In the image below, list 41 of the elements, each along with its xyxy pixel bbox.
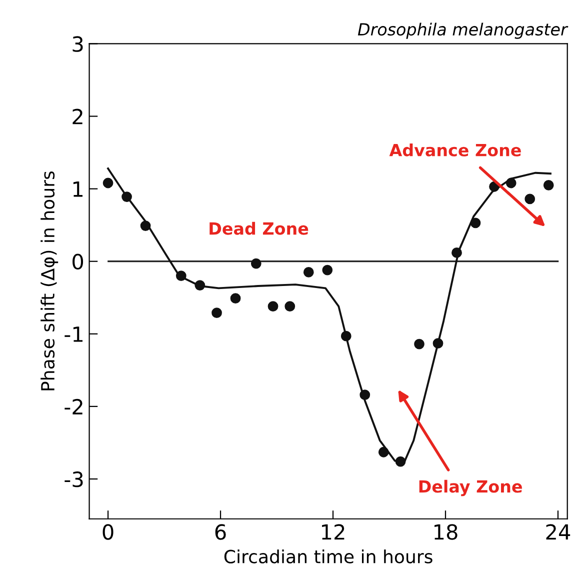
x-tick-label: 6 bbox=[215, 524, 226, 540]
x-tick-label: 0 bbox=[102, 524, 114, 540]
point bbox=[176, 270, 186, 282]
point bbox=[194, 280, 206, 290]
point bbox=[524, 194, 536, 204]
x-tick-label: 12 bbox=[322, 524, 344, 540]
point bbox=[414, 338, 424, 350]
chart-title: Drosophila melanogaster bbox=[358, 22, 568, 39]
annotation: Dead Zone bbox=[210, 222, 308, 235]
point bbox=[506, 178, 516, 188]
point bbox=[543, 180, 554, 190]
x-tick-label: 24 bbox=[546, 524, 570, 540]
point bbox=[395, 456, 406, 467]
point bbox=[250, 258, 262, 269]
point bbox=[102, 178, 114, 188]
point bbox=[212, 308, 222, 318]
point bbox=[230, 293, 241, 304]
y-tick-label: 0 bbox=[72, 254, 84, 270]
point bbox=[140, 220, 151, 231]
point bbox=[268, 301, 278, 312]
point bbox=[470, 218, 481, 228]
annotation: Advance Zone bbox=[389, 144, 521, 156]
y-axis-title: Phase shift (Δφ) in hours bbox=[40, 171, 58, 390]
point bbox=[340, 330, 352, 342]
annotation: Delay Zone bbox=[419, 480, 522, 496]
point bbox=[378, 446, 389, 458]
point bbox=[322, 264, 333, 276]
y-tick-label: 1 bbox=[73, 182, 82, 197]
y-tick-label: -2 bbox=[64, 398, 82, 414]
point bbox=[122, 192, 132, 202]
point bbox=[432, 338, 444, 349]
x-axis-title: Circadian time in hours bbox=[224, 549, 432, 564]
x-tick-label: 18 bbox=[434, 524, 458, 540]
y-tick-label: -1 bbox=[64, 326, 82, 342]
point bbox=[360, 390, 370, 400]
y-tick-label: 3 bbox=[72, 36, 83, 52]
y-tick-label: -3 bbox=[64, 471, 83, 488]
point bbox=[284, 301, 296, 312]
y-tick-label: 2 bbox=[72, 108, 82, 124]
point bbox=[303, 267, 314, 278]
point bbox=[452, 247, 462, 258]
